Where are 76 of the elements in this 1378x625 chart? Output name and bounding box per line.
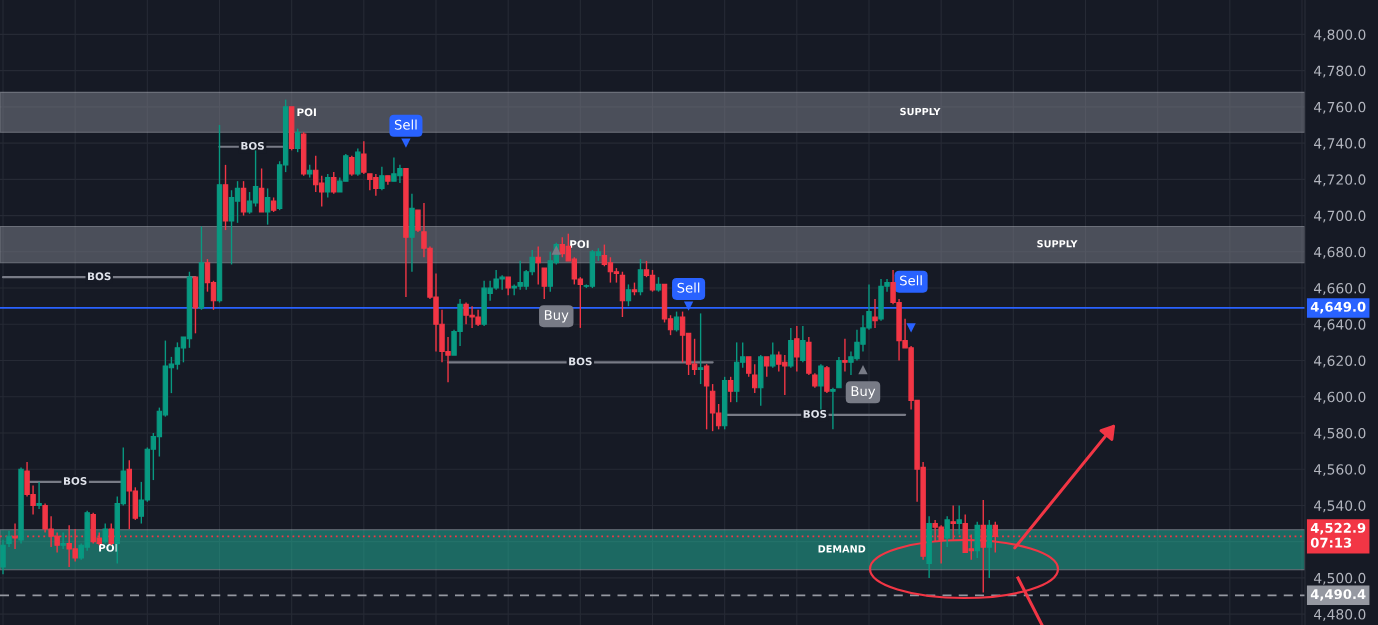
text: Sell (394, 119, 417, 130)
candlestick (697, 312, 704, 385)
band-label: DEMAND (818, 545, 866, 553)
candlestick (102, 522, 108, 545)
point (906, 323, 916, 333)
series-label: Sell (677, 282, 700, 293)
candlestick (541, 267, 547, 300)
y-tick-label: 4,500.0 (1314, 572, 1366, 585)
candlestick (764, 356, 770, 378)
candlestick (830, 386, 836, 431)
candlestick (60, 531, 66, 550)
candlestick (625, 283, 632, 307)
annotation: POI (99, 543, 118, 552)
candlestick (505, 276, 511, 296)
y-tick-label: 4,480.0 (1314, 609, 1366, 622)
candlestick (872, 298, 878, 329)
candlestick (379, 165, 385, 191)
candlestick (727, 376, 734, 403)
y-tick-label: 4,540.0 (1314, 500, 1366, 513)
candlestick (752, 363, 758, 394)
band-label: SUPPLY (900, 107, 941, 116)
annotation: POI (570, 240, 589, 249)
candlestick (794, 325, 800, 373)
candlestick (703, 363, 710, 431)
y-tick-label: 4,600.0 (1314, 391, 1366, 404)
point (858, 364, 868, 375)
candlestick (0, 539, 6, 575)
band-label: SUPPLY (1037, 240, 1078, 248)
candlestick (240, 180, 247, 217)
candlestick (980, 499, 986, 594)
candlestick (258, 167, 265, 213)
candlestick (325, 173, 331, 199)
candlestick (956, 504, 962, 536)
text: Sell (900, 275, 922, 286)
ref-line-label: 4,522.9 07:13 (1310, 522, 1366, 548)
y-tick-label: 4,680.0 (1314, 246, 1366, 259)
y-tick-label: 4,740.0 (1314, 138, 1366, 151)
y-tick-label: 4,620.0 (1314, 355, 1366, 368)
candlestick (415, 209, 421, 233)
y-tick-label: 4,760.0 (1314, 101, 1366, 114)
candlestick (294, 127, 301, 153)
point (401, 138, 411, 148)
candlestick (818, 363, 824, 411)
point (551, 245, 561, 255)
candlestick (108, 522, 114, 546)
candlestick (637, 258, 644, 296)
candlestick (770, 341, 776, 369)
candlestick (944, 515, 950, 548)
ref-line-label: 4,649.0 (1310, 301, 1366, 314)
y-tick-label: 4,780.0 (1314, 65, 1366, 78)
candlestick (349, 155, 355, 177)
annotation: POI (297, 108, 316, 117)
candlestick (264, 187, 271, 226)
candlestick (12, 522, 18, 550)
y-tick-label: 4,580.0 (1314, 427, 1366, 440)
candlestick (355, 147, 361, 177)
y-tick-label: 4,800.0 (1314, 29, 1366, 42)
candlestick (800, 325, 806, 364)
candlestick (535, 245, 541, 286)
y-tick-label: 4,640.0 (1314, 319, 1366, 332)
y-tick-label: 4,660.0 (1314, 283, 1366, 295)
candlestick (331, 171, 337, 195)
point (683, 301, 694, 311)
ref-line-label: 4,490.4 (1310, 589, 1366, 601)
text: Buy (544, 310, 569, 323)
candlestick (361, 140, 367, 175)
candlestick (842, 338, 848, 373)
y-tick-label: 4,700.0 (1314, 210, 1366, 223)
candlestick (673, 310, 680, 333)
candlestick (746, 356, 752, 378)
y-tick-label: 4,560.0 (1314, 464, 1366, 477)
candlestick (986, 519, 992, 579)
candlestick (824, 365, 830, 394)
candlestick (36, 481, 42, 510)
y-tick-label: 4,720.0 (1314, 174, 1366, 187)
series-label: Buy (851, 386, 876, 399)
